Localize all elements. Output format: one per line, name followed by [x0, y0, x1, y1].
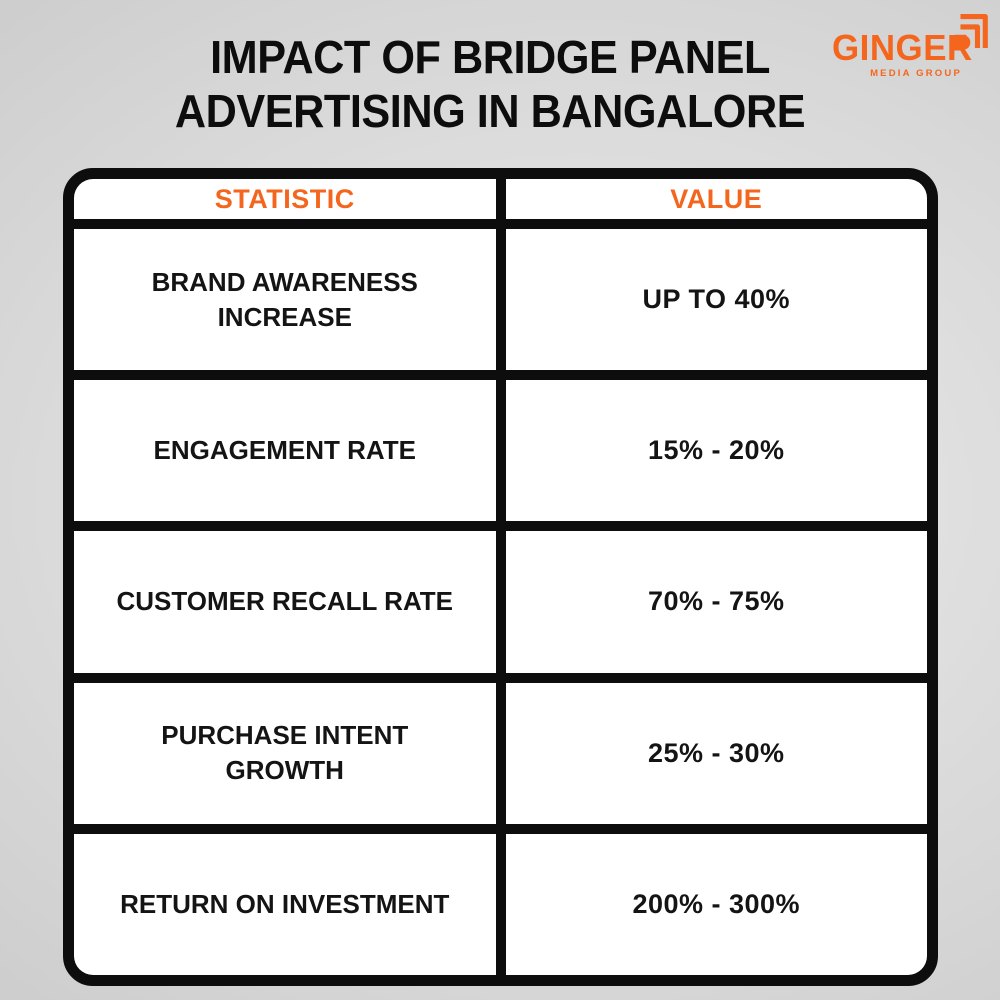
page-title-line1: IMPACT OF BRIDGE PANEL	[210, 31, 770, 83]
table-row-1-statistic: BRAND AWARENESS INCREASE	[74, 229, 496, 371]
statistics-table: STATISTIC VALUE BRAND AWARENESS INCREASE…	[63, 168, 938, 986]
column-header-value: VALUE	[505, 179, 927, 219]
logo-wordmark: GINGER	[832, 27, 973, 68]
page-title-line2: ADVERTISING IN BANGALORE	[174, 85, 806, 137]
page-title: IMPACT OF BRIDGE PANEL ADVERTISING IN BA…	[29, 30, 950, 138]
table-row-2-value: 15% - 20%	[505, 380, 927, 522]
table-row-1-value: UP TO 40%	[505, 229, 927, 371]
table-row-3-statistic: CUSTOMER RECALL RATE	[74, 531, 496, 673]
column-header-statistic: STATISTIC	[74, 179, 496, 219]
table-row-4-value: 25% - 30%	[505, 682, 927, 824]
table-row-2-statistic: ENGAGEMENT RATE	[74, 380, 496, 522]
table-row-5-statistic: RETURN ON INVESTMENT	[74, 833, 496, 975]
table-row-4-statistic: PURCHASE INTENT GROWTH	[74, 682, 496, 824]
table-row-5-value: 200% - 300%	[505, 833, 927, 975]
stacked-squares-icon	[954, 14, 988, 48]
logo-subtitle: MEDIA GROUP	[870, 68, 962, 79]
table-row-3-value: 70% - 75%	[505, 531, 927, 673]
ginger-media-logo: GINGER MEDIA GROUP	[828, 14, 988, 79]
